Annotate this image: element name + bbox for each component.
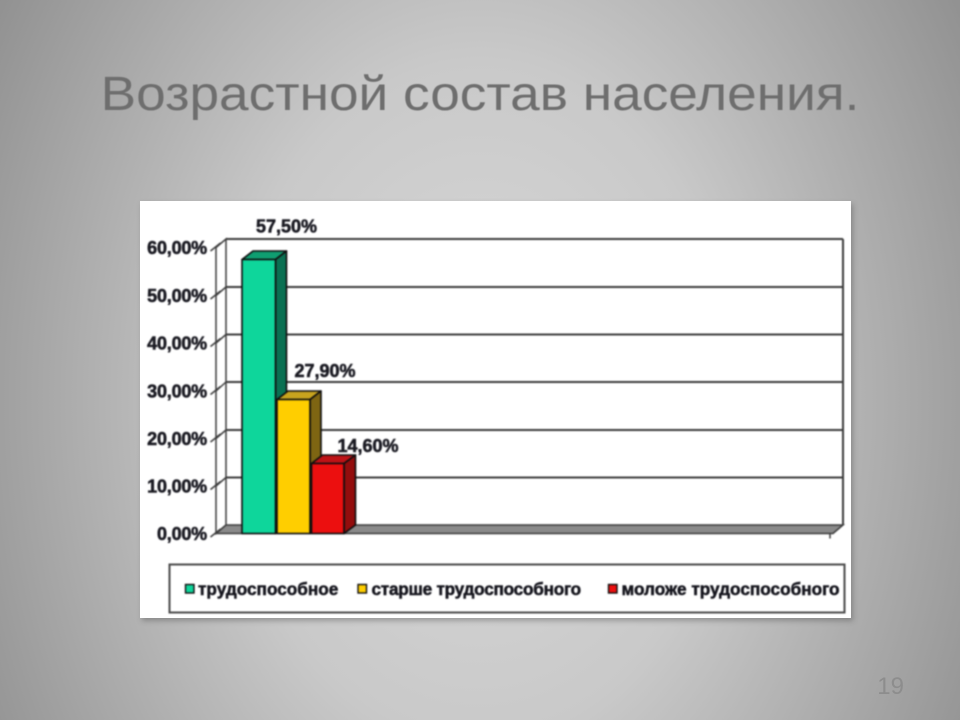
svg-text:20,00%: 20,00%: [147, 429, 207, 449]
svg-text:моложе трудоспособного: моложе трудоспособного: [621, 579, 839, 599]
svg-text:0,00%: 0,00%: [156, 524, 206, 544]
svg-text:40,00%: 40,00%: [147, 333, 207, 353]
svg-text:старше трудоспособного: старше трудоспособного: [371, 579, 580, 599]
svg-text:14,60%: 14,60%: [337, 436, 398, 456]
svg-text:30,00%: 30,00%: [147, 381, 207, 401]
svg-text:трудоспособное: трудоспособное: [198, 579, 338, 599]
svg-text:10,00%: 10,00%: [147, 476, 207, 496]
svg-text:50,00%: 50,00%: [147, 286, 207, 306]
svg-text:57,50%: 57,50%: [255, 216, 316, 236]
svg-text:60,00%: 60,00%: [147, 238, 207, 258]
svg-text:27,90%: 27,90%: [294, 361, 355, 381]
